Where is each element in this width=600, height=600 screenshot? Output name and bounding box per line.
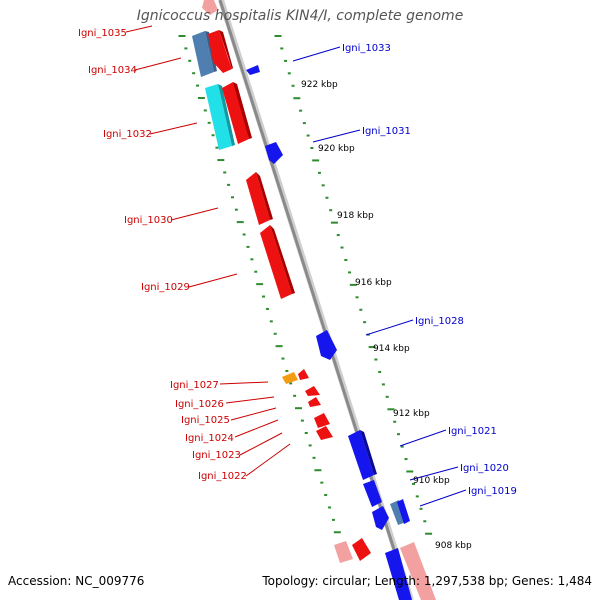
gene-igni-1019[interactable] [390,500,406,525]
gene-label-left[interactable]: Igni_1026 [175,399,224,410]
gene-label-left[interactable]: Igni_1023 [192,450,241,461]
gene-pink-bottom[interactable] [334,541,353,563]
callout-line [365,319,414,336]
scale-label: 920 kbp [318,144,355,154]
scale-label: 916 kbp [355,278,392,288]
gene-red-2-side [233,82,252,139]
gene-igni-1031[interactable] [265,142,283,164]
gene-igni-1024[interactable] [308,397,321,407]
gene-igni-1020[interactable] [363,480,382,507]
right-gene-labels: Igni_1033 Igni_1031 Igni_1028 Igni_1021 … [342,43,517,497]
gene-blue-bottom[interactable] [385,548,412,600]
gene-igni-1032-side [218,84,235,146]
gene-pink-long[interactable] [400,542,436,600]
callout-line [230,407,277,421]
gene-features [192,0,436,600]
scale-labels: 922 kbp 920 kbp 918 kbp 916 kbp 914 kbp … [301,80,472,551]
gene-red-1-side [219,30,233,69]
gene-blue-arrow[interactable] [372,506,389,530]
gene-igni-1027[interactable] [282,372,298,384]
gene-label-left[interactable]: Igni_1032 [103,129,152,140]
gene-label-right[interactable]: Igni_1028 [415,316,464,327]
gene-igni-1030[interactable] [246,172,270,225]
gene-red-1[interactable] [208,30,232,73]
genome-summary-text: Topology: circular; Length: 1,297,538 bp… [262,574,592,588]
gene-igni-1029[interactable] [260,225,292,299]
callout-line [312,129,361,143]
gene-label-left[interactable]: Igni_1027 [170,380,219,391]
gene-label-left[interactable]: Igni_1025 [181,415,230,426]
gene-igni-1025[interactable] [305,386,320,396]
callout-line [234,419,279,438]
gene-label-right[interactable]: Igni_1031 [362,126,411,137]
gene-label-right[interactable]: Igni_1033 [342,43,391,54]
callout-line [239,432,283,456]
callout-line [409,466,459,481]
callout-line [419,489,467,507]
gene-red-2[interactable] [222,82,249,144]
scale-label: 910 kbp [413,476,450,486]
gene-igni-1019-b [397,499,410,524]
scale-label: 912 kbp [393,409,430,419]
gene-label-left[interactable]: Igni_1024 [185,433,234,444]
gene-label-right[interactable]: Igni_1019 [468,486,517,497]
gene-igni-1029-side [270,225,295,294]
gene-igni-1023[interactable] [314,413,330,428]
callout-line [292,46,341,62]
callout-line [219,381,269,385]
callout-line [225,396,275,404]
callout-line [134,57,182,71]
accession-text: Accession: NC_009776 [8,574,145,588]
inner-tick-track [178,35,347,559]
scale-label: 908 kbp [435,541,472,551]
gene-igni-1028[interactable] [316,330,337,360]
gene-label-right[interactable]: Igni_1021 [448,426,497,437]
gene-label-right[interactable]: Igni_1020 [460,463,509,474]
gene-label-left[interactable]: Igni_1029 [141,282,190,293]
gene-igni-1033[interactable] [246,65,260,75]
gene-igni-1030-side [256,172,273,220]
gene-label-left[interactable]: Igni_1035 [78,28,127,39]
scale-label: 922 kbp [301,80,338,90]
gene-igni-1026[interactable] [298,369,309,380]
left-gene-labels: Igni_1035 Igni_1034 Igni_1032 Igni_1030 … [78,28,247,482]
label-callout-lines [125,25,467,507]
callout-line [188,273,238,288]
gene-igni-1022[interactable] [316,426,333,440]
gene-label-left[interactable]: Igni_1034 [88,65,137,76]
callout-line [149,122,198,135]
gene-igni-1035[interactable] [202,0,218,15]
gene-label-left[interactable]: Igni_1030 [124,215,173,226]
scale-label: 918 kbp [337,211,374,221]
gene-igni-1021[interactable] [348,430,374,480]
gene-label-left[interactable]: Igni_1022 [198,471,247,482]
callout-line [125,25,153,33]
gene-igni-1021-side [360,430,377,475]
map-title: Ignicoccus hospitalis KIN4/I, complete g… [136,8,464,24]
callout-line [399,429,447,447]
scale-label: 914 kbp [373,344,410,354]
gene-red-bottom[interactable] [352,538,371,561]
callout-line [245,443,291,477]
outer-tick-track [274,35,433,535]
gene-igni-1034[interactable] [192,31,214,77]
callout-line [170,207,219,221]
gene-igni-1032[interactable] [205,84,232,150]
